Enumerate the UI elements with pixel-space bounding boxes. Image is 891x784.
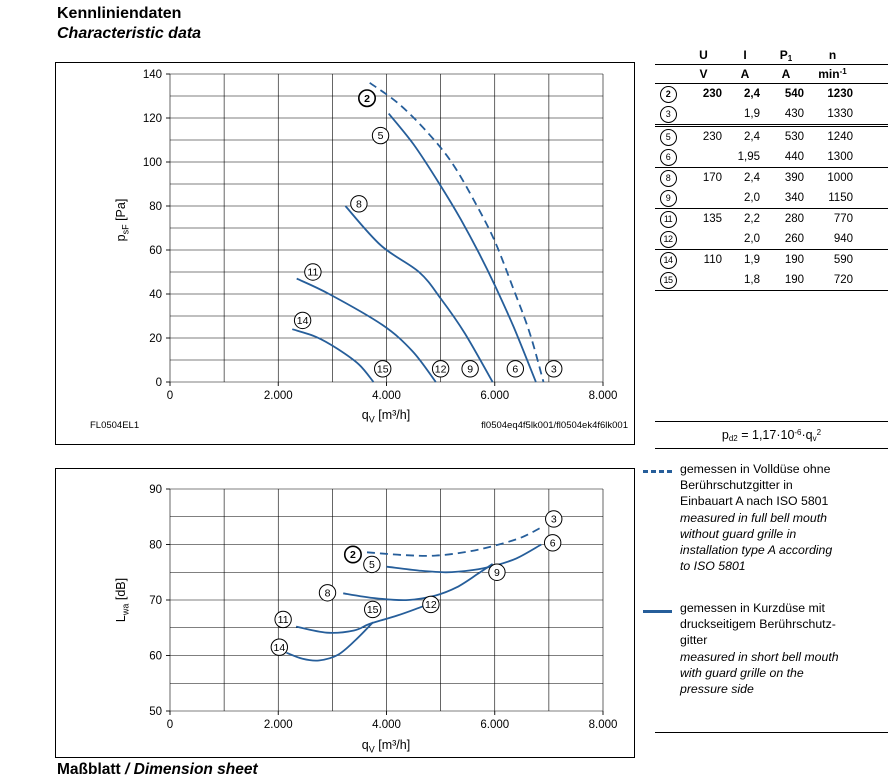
motor-data-table: U I P1 n V A A min-1 2 230 2,4 540 1230 3 1… — [655, 46, 888, 291]
svg-text:3: 3 — [551, 363, 557, 375]
svg-text:40: 40 — [149, 289, 162, 301]
svg-text:0: 0 — [156, 377, 162, 389]
page-title-german: Kennliniendaten — [57, 5, 182, 22]
col-header-speed: n — [828, 48, 837, 62]
table-group-135v: 11 135 2,2 280 770 12 2,0 260 940 — [655, 209, 888, 250]
svg-text:100: 100 — [143, 157, 162, 169]
svg-text:qV [m³/h]: qV [m³/h] — [362, 408, 410, 425]
svg-text:6: 6 — [550, 537, 556, 549]
table-group-170v: 8 170 2,4 390 1000 9 2,0 340 1150 — [655, 168, 888, 209]
svg-text:2: 2 — [350, 549, 356, 561]
op-point-badge: 5 — [659, 128, 677, 146]
svg-text:4.000: 4.000 — [372, 719, 401, 731]
col-header-current: I — [743, 48, 747, 62]
svg-text:80: 80 — [149, 201, 162, 213]
op-point-badge: 3 — [659, 105, 677, 123]
svg-text:6.000: 6.000 — [480, 719, 509, 731]
svg-text:9: 9 — [494, 567, 500, 579]
op-point-badge: 12 — [659, 230, 677, 248]
pressure-chart-svg: 0 2.000 4.000 6.000 8.000 0 20 40 60 80 100 120 140 2… — [55, 62, 635, 445]
svg-text:80: 80 — [149, 540, 162, 552]
svg-text:8: 8 — [325, 587, 331, 599]
svg-text:15: 15 — [367, 604, 379, 616]
unit-speed: min-1 — [818, 67, 847, 81]
svg-text:60: 60 — [149, 245, 162, 257]
svg-text:20: 20 — [149, 333, 162, 345]
table-group-230v: 5 230 2,4 530 1240 6 1,95 440 1300 — [655, 127, 888, 168]
svg-text:6.000: 6.000 — [480, 390, 509, 402]
svg-text:8.000: 8.000 — [589, 390, 618, 402]
op-point-badge: 2 — [659, 85, 677, 103]
svg-text:2: 2 — [364, 93, 370, 105]
svg-text:2.000: 2.000 — [264, 719, 293, 731]
svg-text:4.000: 4.000 — [372, 390, 401, 402]
svg-text:60: 60 — [149, 651, 162, 663]
unit-current: A — [740, 67, 750, 81]
svg-text:8: 8 — [356, 198, 362, 210]
table-group-230v-full-nozzle: 2 230 2,4 540 1230 3 1,9 430 1330 — [655, 84, 888, 127]
table-header-row: U I P1 n — [655, 46, 888, 65]
svg-text:qV [m³/h]: qV [m³/h] — [362, 738, 410, 755]
table-row: 14 110 1,9 190 590 — [655, 250, 888, 270]
svg-text:psF [Pa]: psF [Pa] — [114, 199, 131, 242]
legend-bottom-rule — [655, 732, 888, 733]
svg-text:12: 12 — [425, 599, 437, 611]
table-row: 8 170 2,4 390 1000 — [655, 168, 888, 188]
solid-line-swatch — [643, 610, 672, 613]
svg-text:2.000: 2.000 — [264, 390, 293, 402]
op-point-badge: 11 — [659, 210, 677, 228]
table-row: 5 230 2,4 530 1240 — [655, 127, 888, 147]
table-group-110v: 14 110 1,9 190 590 15 1,8 190 720 — [655, 250, 888, 291]
legend-item-short-nozzle: gemessen in Kurzdüse mit druckseitigem B… — [680, 601, 839, 697]
svg-text:5: 5 — [378, 130, 384, 142]
svg-text:8.000: 8.000 — [589, 719, 618, 731]
svg-text:FL0504EL1: FL0504EL1 — [90, 420, 139, 431]
svg-text:3: 3 — [551, 514, 557, 526]
dashed-line-swatch — [643, 470, 672, 473]
svg-text:Lwa [dB]: Lwa [dB] — [114, 578, 131, 622]
op-point-badge: 14 — [659, 251, 677, 269]
unit-voltage: V — [699, 67, 708, 81]
table-row: 11 135 2,2 280 770 — [655, 209, 888, 229]
page-title-english: Characteristic data — [57, 25, 202, 42]
svg-text:14: 14 — [273, 642, 285, 654]
sound-chart: 0 2.000 4.000 6.000 8.000 50 60 70 80 90 2 5 8 11 14 15… — [55, 468, 635, 763]
svg-text:15: 15 — [377, 363, 389, 375]
table-row: 15 1,8 190 720 — [655, 270, 888, 290]
dynamic-pressure-formula: pd2 = 1,17·10-6·qv2 — [655, 421, 888, 449]
svg-text:11: 11 — [307, 267, 318, 279]
legend-item-full-nozzle: gemessen in Volldüse ohne Berührschutzgi… — [680, 462, 833, 574]
svg-text:6: 6 — [512, 363, 518, 375]
svg-text:140: 140 — [143, 69, 162, 81]
svg-text:90: 90 — [149, 484, 162, 496]
table-row: 12 2,0 260 940 — [655, 229, 888, 249]
sound-chart-svg: 0 2.000 4.000 6.000 8.000 50 60 70 80 90 2 5 8 11 14 15… — [55, 468, 635, 758]
table-row: 6 1,95 440 1300 — [655, 147, 888, 167]
svg-text:0: 0 — [167, 719, 173, 731]
svg-text:0: 0 — [167, 390, 173, 402]
svg-text:12: 12 — [435, 363, 447, 375]
svg-text:5: 5 — [369, 559, 375, 571]
svg-text:fl0504eq4f5lk001/fl0504ek4f6lk: fl0504eq4f5lk001/fl0504ek4f6lk001 — [481, 420, 628, 431]
pressure-chart: 0 2.000 4.000 6.000 8.000 0 20 40 60 80 100 120 140 2… — [55, 62, 635, 450]
col-header-power: P1 — [779, 47, 793, 63]
table-units-row: V A A min-1 — [655, 65, 888, 84]
svg-text:50: 50 — [149, 706, 162, 718]
op-point-badge: 9 — [659, 189, 677, 207]
unit-power: A — [781, 67, 791, 81]
table-row: 2 230 2,4 540 1230 — [655, 84, 888, 104]
op-point-badge: 8 — [659, 169, 677, 187]
table-row: 3 1,9 430 1330 — [655, 104, 888, 124]
col-header-voltage: U — [699, 48, 708, 62]
svg-text:9: 9 — [467, 363, 473, 375]
table-row: 9 2,0 340 1150 — [655, 188, 888, 208]
section-footer: Maßblatt / Dimension sheet — [57, 761, 258, 778]
op-point-badge: 6 — [659, 148, 677, 166]
svg-text:14: 14 — [297, 315, 309, 327]
svg-text:120: 120 — [143, 113, 162, 125]
svg-text:70: 70 — [149, 595, 162, 607]
op-point-badge: 15 — [659, 271, 677, 289]
svg-text:11: 11 — [278, 614, 289, 626]
